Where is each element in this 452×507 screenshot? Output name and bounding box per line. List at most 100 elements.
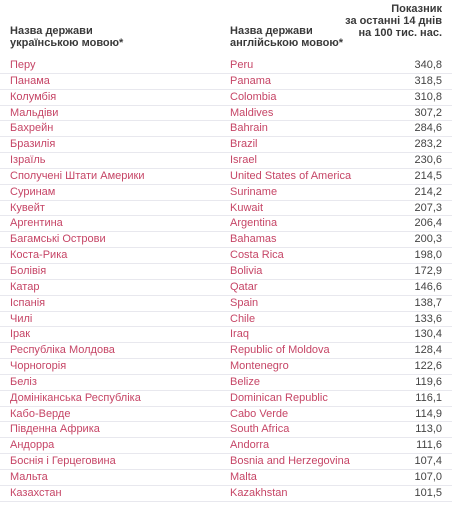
country-name-english: Bolivia [230, 264, 263, 277]
country-name-english: Bosnia and Herzegovina [230, 455, 350, 468]
header-text: Назва держави [230, 25, 313, 37]
header-indicator: Показник за останні 14 днів на 100 тис. … [282, 3, 442, 39]
country-name-ukrainian: Мальдіви [10, 106, 59, 119]
indicator-value: 207,3 [414, 201, 442, 214]
indicator-value: 116,1 [415, 391, 442, 404]
indicator-value: 111,6 [416, 439, 442, 452]
country-name-english: Andorra [230, 439, 270, 452]
country-name-ukrainian: Беліз [10, 375, 37, 388]
country-name-ukrainian: Чорногорія [10, 360, 67, 373]
country-name-english: Cabo Verde [230, 407, 289, 420]
country-name-ukrainian: Ізраїль [10, 154, 46, 167]
country-name-english: Bahamas [230, 233, 277, 246]
indicator-value: 230,6 [414, 154, 442, 167]
country-name-english: Brazil [230, 138, 258, 151]
country-name-ukrainian: Ірак [10, 328, 31, 341]
table-header: Назва держави українською мовою* Назва д… [0, 0, 452, 51]
country-name-english: Peru [230, 59, 254, 71]
indicator-value: 146,6 [414, 280, 442, 293]
table-row: Катар Qatar 146,6 [0, 280, 452, 296]
country-name-ukrainian: Панама [10, 74, 50, 87]
table-row: Бразилія Brazil 283,2 [0, 137, 452, 154]
country-name-english: Qatar [230, 280, 258, 293]
indicator-value: 107,0 [414, 470, 442, 483]
country-name-ukrainian: Бахрейн [10, 122, 54, 135]
country-name-english: Suriname [230, 185, 278, 198]
country-name-english: Chile [230, 312, 256, 325]
table-row: Чорногорія Montenegro 122,6 [0, 359, 452, 375]
country-name-english: Belize [230, 375, 260, 388]
table-row: Південна Африка South Africa 113,0 [0, 422, 452, 439]
table-row: Перу Peru 340,8 [0, 58, 452, 74]
table-row: Суринам Suriname 214,2 [0, 185, 452, 201]
country-name-english: Maldives [230, 106, 274, 119]
country-name-english: Bahrain [230, 122, 268, 135]
table-row: Болівія Bolivia 172,9 [0, 264, 452, 280]
indicator-value: 128,4 [414, 344, 442, 357]
indicator-value: 200,3 [414, 233, 442, 246]
table-row: Колумбія Colombia 310,8 [0, 90, 452, 106]
header-text: англійською мовою* [230, 37, 344, 49]
table-row: Панама Panama 318,5 [0, 74, 452, 90]
indicator-value: 119,6 [415, 375, 442, 388]
country-name-ukrainian: Сполучені Штати Америки [10, 169, 145, 182]
country-name-english: Kuwait [230, 201, 264, 214]
country-name-english: Montenegro [230, 360, 289, 373]
country-name-english: United States of America [230, 169, 352, 182]
country-name-ukrainian: Багамські Острови [10, 233, 106, 246]
country-name-ukrainian: Бразилія [10, 138, 56, 151]
indicator-value: 114,9 [415, 407, 442, 420]
indicator-value: 101,5 [414, 486, 442, 499]
country-name-ukrainian: Колумбія [10, 90, 57, 103]
table-row: Багамські Острови Bahamas 200,3 [0, 232, 452, 249]
country-name-ukrainian: Казахстан [10, 486, 62, 499]
country-name-ukrainian: Боснія і Герцеговина [10, 455, 116, 468]
indicator-value: 122,6 [414, 360, 442, 373]
indicator-value: 130,4 [414, 328, 442, 341]
country-name-english: Argentina [230, 217, 278, 230]
indicator-value: 206,4 [414, 217, 442, 230]
table-row: Кувейт Kuwait 207,3 [0, 201, 452, 217]
country-name-ukrainian: Кабо-Верде [10, 407, 71, 420]
table-row: Іспанія Spain 138,7 [0, 296, 452, 312]
indicator-value: 172,9 [414, 264, 442, 277]
indicator-value: 214,2 [414, 185, 442, 198]
table-row: Домініканська Республіка Dominican Republ… [0, 391, 452, 407]
country-name-english: Iraq [230, 328, 249, 341]
country-name-ukrainian: Республіка Молдова [10, 344, 115, 357]
country-name-english: Republic of Moldova [230, 344, 330, 357]
table-row: Беліз Belize 119,6 [0, 375, 452, 391]
table-row: Ізраїль Israel 230,6 [0, 153, 452, 169]
indicator-value: 307,2 [414, 106, 442, 119]
table-row: Коста-Рика Costa Rica 198,0 [0, 248, 452, 264]
indicator-value: 214,5 [414, 169, 442, 182]
country-name-ukrainian: Коста-Рика [10, 249, 68, 262]
country-name-english: Kazakhstan [230, 486, 288, 499]
country-name-english: Costa Rica [230, 249, 284, 262]
indicator-value: 310,8 [414, 90, 442, 103]
table-row: Бахрейн Bahrain 284,6 [0, 121, 452, 138]
country-name-english: Israel [230, 154, 257, 167]
table-row: Андорра Andorra 111,6 [0, 438, 452, 455]
table-body: Перу Peru 340,8 Панама Panama 318,5 Колумбія Co… [0, 58, 452, 502]
indicator-value: 284,6 [414, 122, 442, 135]
table-row: Чилі Chile 133,6 [0, 312, 452, 328]
indicator-value: 113,0 [415, 423, 442, 436]
country-name-ukrainian: Кувейт [10, 201, 45, 214]
country-name-english: Malta [230, 470, 257, 483]
table-row: Мальдіви Maldives 307,2 [0, 106, 452, 122]
country-name-ukrainian: Південна Африка [10, 423, 100, 436]
indicator-value: 133,6 [414, 312, 442, 325]
table-row: Казахстан Kazakhstan 101,5 [0, 486, 452, 502]
table-row: Ірак Iraq 130,4 [0, 327, 452, 344]
country-name-english: South Africa [230, 423, 290, 436]
header-english-name: Назва держави англійською мовою* [230, 25, 380, 49]
table-row: Аргентина Argentina 206,4 [0, 216, 452, 233]
header-text: на 100 тис. нас. [358, 27, 442, 39]
indicator-value: 283,2 [414, 138, 442, 151]
indicator-value: 340,8 [414, 59, 442, 71]
country-name-english: Colombia [230, 90, 277, 103]
country-name-ukrainian: Домініканська Республіка [10, 391, 141, 404]
country-name-english: Panama [230, 74, 271, 87]
